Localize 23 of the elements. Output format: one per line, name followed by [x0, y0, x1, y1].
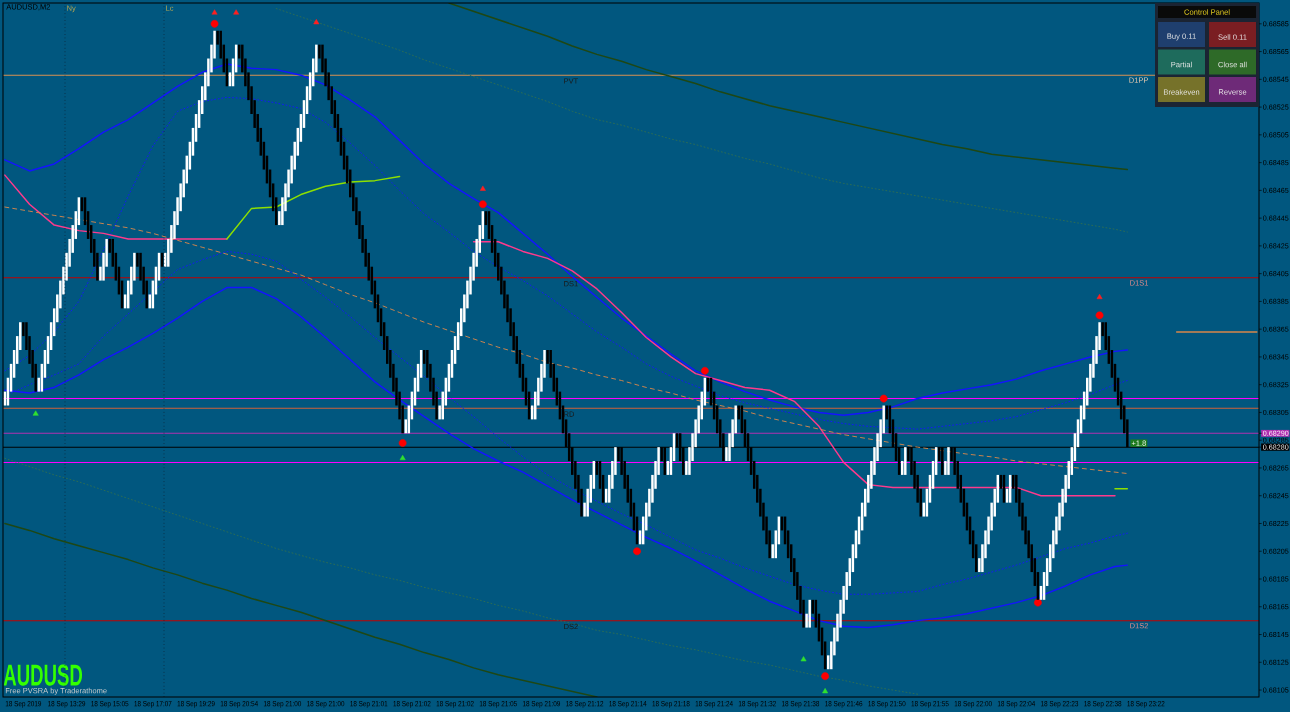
point	[1096, 293, 1103, 300]
point	[822, 688, 829, 694]
candlestick	[808, 599, 811, 628]
point	[399, 454, 406, 461]
point	[32, 410, 39, 416]
point	[398, 439, 407, 447]
point	[211, 9, 218, 15]
point	[700, 366, 709, 375]
point	[233, 9, 240, 15]
point	[210, 19, 219, 28]
candlestick	[947, 447, 950, 475]
point	[879, 394, 888, 403]
candlestick	[904, 447, 907, 475]
point	[633, 547, 641, 556]
point	[479, 185, 486, 191]
point	[1034, 598, 1042, 607]
point	[821, 672, 829, 681]
point	[1095, 311, 1104, 320]
annotation: AUDUSD	[3, 664, 83, 686]
point	[800, 656, 807, 662]
point	[478, 200, 487, 209]
line-series	[226, 175, 401, 240]
point	[313, 19, 320, 25]
